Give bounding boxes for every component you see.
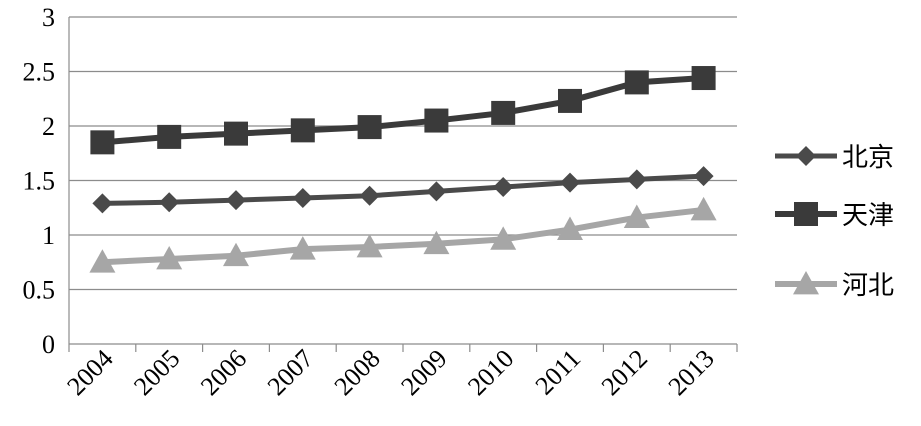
x-tick-label: 2010 <box>462 344 519 401</box>
legend-label: 天津 <box>842 201 894 231</box>
x-tick-label: 2004 <box>61 344 118 401</box>
data-point <box>357 115 382 140</box>
y-tick-label: 3 <box>42 3 55 32</box>
data-point <box>359 185 380 206</box>
data-point <box>292 187 313 208</box>
series-line <box>102 206 704 266</box>
y-tick-label: 2.5 <box>23 58 56 87</box>
x-axis-tick-labels: 2004 2005 2006 2007 2008 2009 2010 2011 2012 2013 <box>61 344 719 401</box>
axes <box>68 17 738 352</box>
x-tick-label: 2013 <box>663 344 720 401</box>
legend-label: 北京 <box>842 143 894 173</box>
y-axis-tick-labels: 0 0.5 1 1.5 2 2.5 3 <box>23 3 56 359</box>
data-point <box>290 118 315 143</box>
data-point <box>89 249 116 273</box>
data-point <box>426 181 447 202</box>
data-point <box>424 108 449 133</box>
data-point <box>490 226 517 250</box>
data-point <box>693 166 714 187</box>
x-tick-label: 2005 <box>128 344 185 401</box>
data-point <box>560 172 580 193</box>
legend-marker <box>794 202 818 226</box>
data-point <box>491 100 516 125</box>
data-point <box>90 130 115 155</box>
data-point <box>423 230 450 255</box>
data-point <box>493 177 514 198</box>
y-tick-label: 0 <box>42 330 55 359</box>
legend-label: 河北 <box>842 271 894 301</box>
data-point <box>226 190 246 211</box>
x-tick-label: 2011 <box>530 344 587 401</box>
series-line <box>102 173 704 206</box>
series-square <box>90 66 716 155</box>
data-point <box>224 121 248 146</box>
y-tick-label: 1.5 <box>23 167 56 196</box>
y-tick-label: 2 <box>42 112 55 141</box>
data-point <box>223 242 249 267</box>
x-tick-label: 2007 <box>262 344 319 401</box>
data-point <box>159 192 180 213</box>
x-tick-label: 2009 <box>395 344 452 401</box>
series-triangle <box>89 196 717 273</box>
data-point <box>691 66 716 91</box>
legend-marker <box>793 271 819 295</box>
data-point <box>623 204 650 228</box>
data-point <box>289 236 316 260</box>
legend-item: 北京 <box>775 143 894 173</box>
legend-marker <box>796 146 816 166</box>
series-line <box>102 75 704 146</box>
x-tick-label: 2008 <box>329 344 386 401</box>
data-point <box>690 196 717 221</box>
x-tick-label: 2012 <box>596 344 653 401</box>
legend-item: 河北 <box>775 271 894 301</box>
data-point <box>626 169 647 190</box>
data-point <box>557 216 583 240</box>
legend-item: 天津 <box>775 201 894 231</box>
data-point <box>157 124 182 149</box>
data-point <box>356 233 383 258</box>
y-tick-label: 0.5 <box>23 276 56 305</box>
data-point <box>558 88 582 113</box>
y-tick-label: 1 <box>42 221 55 250</box>
data-point <box>92 193 113 214</box>
x-tick-label: 2006 <box>195 344 252 401</box>
data-point <box>156 245 183 270</box>
series-diamond <box>92 166 714 214</box>
data-point <box>624 70 649 95</box>
series-layer <box>89 66 717 273</box>
